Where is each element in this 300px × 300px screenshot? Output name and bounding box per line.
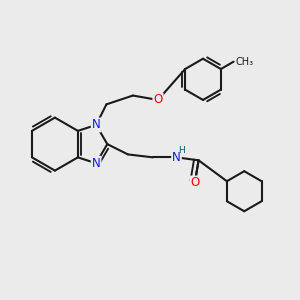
Text: CH₃: CH₃ (235, 57, 253, 67)
Text: N: N (172, 151, 181, 164)
Text: O: O (153, 93, 163, 106)
Text: O: O (190, 176, 200, 190)
Text: N: N (92, 157, 100, 170)
Text: H: H (178, 146, 185, 155)
Text: N: N (92, 118, 100, 131)
